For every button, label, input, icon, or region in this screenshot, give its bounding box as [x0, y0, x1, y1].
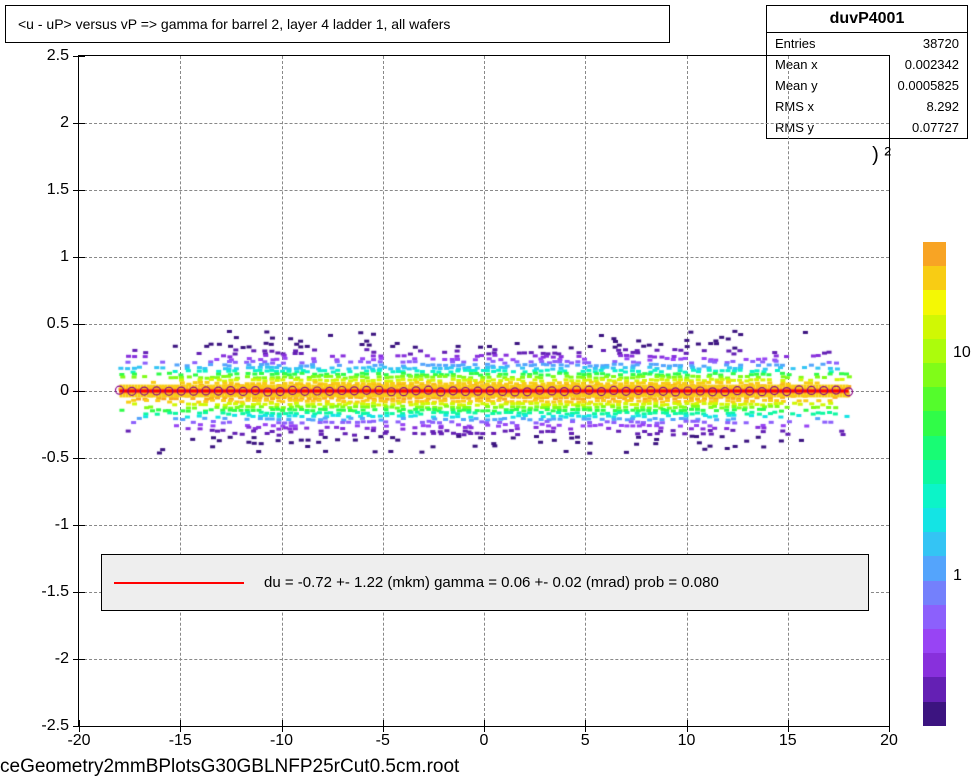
- x-tick-label: -5: [376, 732, 390, 750]
- x-tick-label: 5: [581, 732, 590, 750]
- y-tick-label: 1.5: [47, 181, 69, 199]
- plot-area: -20-15-10-505101520 -2.5-2-1.5-1-0.500.5…: [78, 55, 890, 727]
- colorbar: 110: [923, 242, 946, 726]
- stats-entries-label: Entries: [775, 36, 815, 51]
- x-tick-label: -20: [67, 732, 90, 750]
- y-tick-label: -1: [55, 516, 69, 534]
- fit-legend-line: [114, 582, 244, 584]
- x-tick-label: -10: [270, 732, 293, 750]
- y-tick-label: 2.5: [47, 47, 69, 65]
- bottom-filename: ceGeometry2mmBPlotsG30GBLNFP25rCut0.5cm.…: [0, 756, 459, 778]
- y-tick-label: -1.5: [41, 583, 69, 601]
- x-tick-label: 0: [480, 732, 489, 750]
- y-tick-label: 1: [60, 248, 69, 266]
- y-tick-label: -2.5: [41, 717, 69, 735]
- y-tick-label: -2: [55, 650, 69, 668]
- stats-meanx-value: 0.002342: [905, 57, 959, 72]
- stats-meany-value: 0.0005825: [898, 78, 959, 93]
- x-tick-label: 10: [678, 732, 696, 750]
- chart-title-text: <u - uP> versus vP => gamma for barrel 2…: [18, 16, 450, 32]
- y-tick-label: 2: [60, 114, 69, 132]
- x-tick-label: 20: [880, 732, 898, 750]
- x-tick-label: 15: [779, 732, 797, 750]
- chart-title-box: <u - uP> versus vP => gamma for barrel 2…: [5, 5, 670, 43]
- x-tick-label: -15: [169, 732, 192, 750]
- stats-rmsy-value: 0.07727: [912, 120, 959, 135]
- fit-legend-text: du = -0.72 +- 1.22 (mkm) gamma = 0.06 +-…: [264, 574, 719, 591]
- stats-entries-value: 38720: [923, 36, 959, 51]
- stats-entries-row: Entries 38720: [767, 33, 967, 54]
- stats-rmsx-value: 8.292: [926, 99, 959, 114]
- stats-name: duvP4001: [767, 6, 967, 33]
- fit-legend-box: du = -0.72 +- 1.22 (mkm) gamma = 0.06 +-…: [101, 554, 869, 611]
- partial-right-label: ) ²: [872, 144, 891, 167]
- y-tick-label: 0: [60, 382, 69, 400]
- colorbar-tick-label: 1: [953, 567, 962, 585]
- y-tick-label: 0.5: [47, 315, 69, 333]
- y-tick-label: -0.5: [41, 449, 69, 467]
- colorbar-tick-label: 10: [953, 344, 971, 362]
